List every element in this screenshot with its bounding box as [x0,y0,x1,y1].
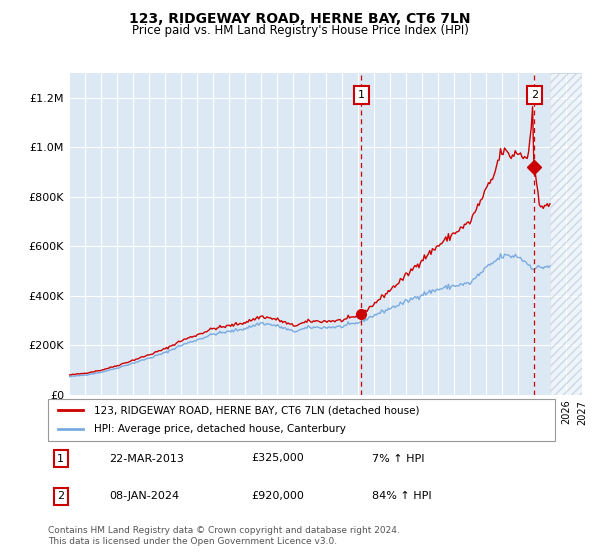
FancyBboxPatch shape [48,399,555,441]
Text: Price paid vs. HM Land Registry's House Price Index (HPI): Price paid vs. HM Land Registry's House … [131,24,469,37]
Text: 2: 2 [57,491,64,501]
Text: Contains HM Land Registry data © Crown copyright and database right 2024.
This d: Contains HM Land Registry data © Crown c… [48,526,400,546]
Text: 123, RIDGEWAY ROAD, HERNE BAY, CT6 7LN: 123, RIDGEWAY ROAD, HERNE BAY, CT6 7LN [129,12,471,26]
Text: 1: 1 [57,454,64,464]
Text: £920,000: £920,000 [251,491,304,501]
Text: £325,000: £325,000 [251,454,304,464]
Text: 7% ↑ HPI: 7% ↑ HPI [373,454,425,464]
Text: 84% ↑ HPI: 84% ↑ HPI [373,491,432,501]
Text: HPI: Average price, detached house, Canterbury: HPI: Average price, detached house, Cant… [94,424,346,434]
Text: 1: 1 [358,90,365,100]
Text: 123, RIDGEWAY ROAD, HERNE BAY, CT6 7LN (detached house): 123, RIDGEWAY ROAD, HERNE BAY, CT6 7LN (… [94,405,419,416]
Bar [550,73,590,395]
Text: 2: 2 [531,90,538,100]
Text: 08-JAN-2024: 08-JAN-2024 [109,491,179,501]
Text: 22-MAR-2013: 22-MAR-2013 [109,454,184,464]
